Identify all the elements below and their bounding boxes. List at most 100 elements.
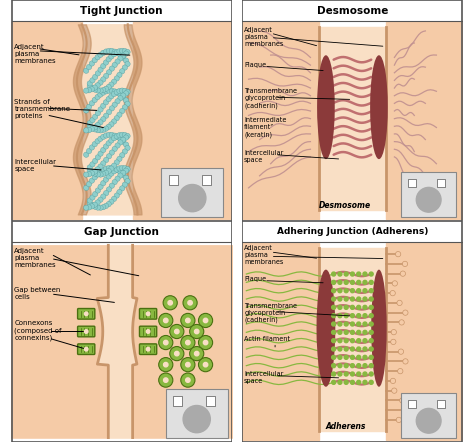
Circle shape bbox=[183, 296, 197, 310]
Polygon shape bbox=[242, 243, 319, 440]
Circle shape bbox=[106, 48, 112, 53]
Circle shape bbox=[103, 73, 109, 79]
Circle shape bbox=[164, 378, 168, 382]
Circle shape bbox=[363, 372, 367, 376]
Circle shape bbox=[100, 147, 106, 152]
Circle shape bbox=[95, 54, 100, 60]
Circle shape bbox=[114, 115, 119, 121]
Text: Intercellular
space: Intercellular space bbox=[244, 371, 283, 384]
Circle shape bbox=[89, 204, 94, 209]
Circle shape bbox=[344, 297, 348, 301]
Circle shape bbox=[95, 188, 100, 193]
Circle shape bbox=[86, 88, 91, 93]
Circle shape bbox=[117, 166, 122, 171]
Circle shape bbox=[100, 88, 106, 93]
Circle shape bbox=[123, 175, 129, 180]
Circle shape bbox=[363, 280, 367, 284]
Circle shape bbox=[332, 322, 336, 326]
Circle shape bbox=[392, 281, 398, 286]
Circle shape bbox=[332, 372, 336, 376]
Circle shape bbox=[115, 90, 120, 95]
Text: Plaque: Plaque bbox=[244, 276, 266, 282]
Circle shape bbox=[344, 372, 348, 376]
Circle shape bbox=[112, 89, 118, 94]
Circle shape bbox=[118, 92, 123, 98]
Circle shape bbox=[398, 369, 403, 374]
Circle shape bbox=[103, 177, 109, 182]
Circle shape bbox=[350, 289, 355, 293]
Circle shape bbox=[118, 95, 123, 101]
Circle shape bbox=[159, 313, 173, 328]
Circle shape bbox=[199, 358, 213, 372]
Circle shape bbox=[87, 201, 92, 206]
Circle shape bbox=[92, 169, 97, 174]
Circle shape bbox=[186, 362, 190, 367]
Circle shape bbox=[100, 134, 106, 140]
Circle shape bbox=[84, 347, 88, 351]
Circle shape bbox=[120, 95, 126, 100]
Circle shape bbox=[103, 157, 109, 163]
Circle shape bbox=[100, 171, 106, 177]
Circle shape bbox=[338, 347, 342, 351]
Text: Strands of
transmembrane
proteins: Strands of transmembrane proteins bbox=[14, 99, 70, 119]
Circle shape bbox=[83, 88, 89, 93]
Circle shape bbox=[391, 339, 396, 345]
Circle shape bbox=[119, 69, 125, 74]
Circle shape bbox=[159, 373, 173, 387]
Circle shape bbox=[114, 90, 119, 95]
Circle shape bbox=[114, 167, 119, 172]
Circle shape bbox=[86, 171, 91, 177]
Circle shape bbox=[114, 193, 119, 198]
Circle shape bbox=[103, 89, 109, 94]
Circle shape bbox=[164, 318, 168, 323]
Circle shape bbox=[106, 168, 111, 174]
Circle shape bbox=[125, 89, 130, 95]
Circle shape bbox=[109, 106, 115, 111]
Circle shape bbox=[402, 261, 408, 267]
Circle shape bbox=[122, 65, 128, 70]
Circle shape bbox=[90, 195, 95, 200]
Circle shape bbox=[103, 113, 109, 118]
Circle shape bbox=[392, 388, 397, 393]
Circle shape bbox=[98, 67, 103, 72]
Circle shape bbox=[123, 142, 129, 147]
Circle shape bbox=[89, 61, 94, 66]
Circle shape bbox=[369, 289, 373, 293]
Circle shape bbox=[117, 190, 122, 195]
Circle shape bbox=[98, 128, 103, 133]
Circle shape bbox=[122, 182, 128, 187]
Circle shape bbox=[199, 335, 213, 350]
Circle shape bbox=[119, 48, 125, 53]
Circle shape bbox=[95, 171, 100, 177]
Circle shape bbox=[338, 280, 342, 284]
Circle shape bbox=[92, 57, 97, 63]
Circle shape bbox=[120, 55, 126, 60]
Circle shape bbox=[123, 135, 129, 140]
Circle shape bbox=[123, 98, 129, 103]
Circle shape bbox=[350, 272, 355, 276]
Circle shape bbox=[338, 380, 342, 384]
Circle shape bbox=[112, 166, 118, 171]
Circle shape bbox=[92, 191, 98, 197]
Circle shape bbox=[98, 172, 103, 177]
Circle shape bbox=[350, 364, 355, 368]
Circle shape bbox=[357, 364, 361, 368]
Circle shape bbox=[363, 339, 367, 343]
Circle shape bbox=[338, 297, 342, 301]
Circle shape bbox=[95, 122, 100, 128]
Circle shape bbox=[350, 339, 355, 343]
Circle shape bbox=[118, 137, 123, 142]
Circle shape bbox=[95, 94, 100, 99]
Circle shape bbox=[86, 149, 91, 154]
Circle shape bbox=[194, 329, 199, 334]
Circle shape bbox=[120, 170, 126, 175]
Circle shape bbox=[84, 330, 88, 333]
Text: Actin filament: Actin filament bbox=[244, 336, 290, 342]
Circle shape bbox=[363, 380, 367, 384]
Circle shape bbox=[109, 138, 114, 143]
Circle shape bbox=[100, 205, 106, 210]
Circle shape bbox=[125, 101, 130, 107]
Text: Intercellular
space: Intercellular space bbox=[244, 150, 283, 163]
Circle shape bbox=[92, 202, 97, 207]
Circle shape bbox=[100, 194, 106, 199]
